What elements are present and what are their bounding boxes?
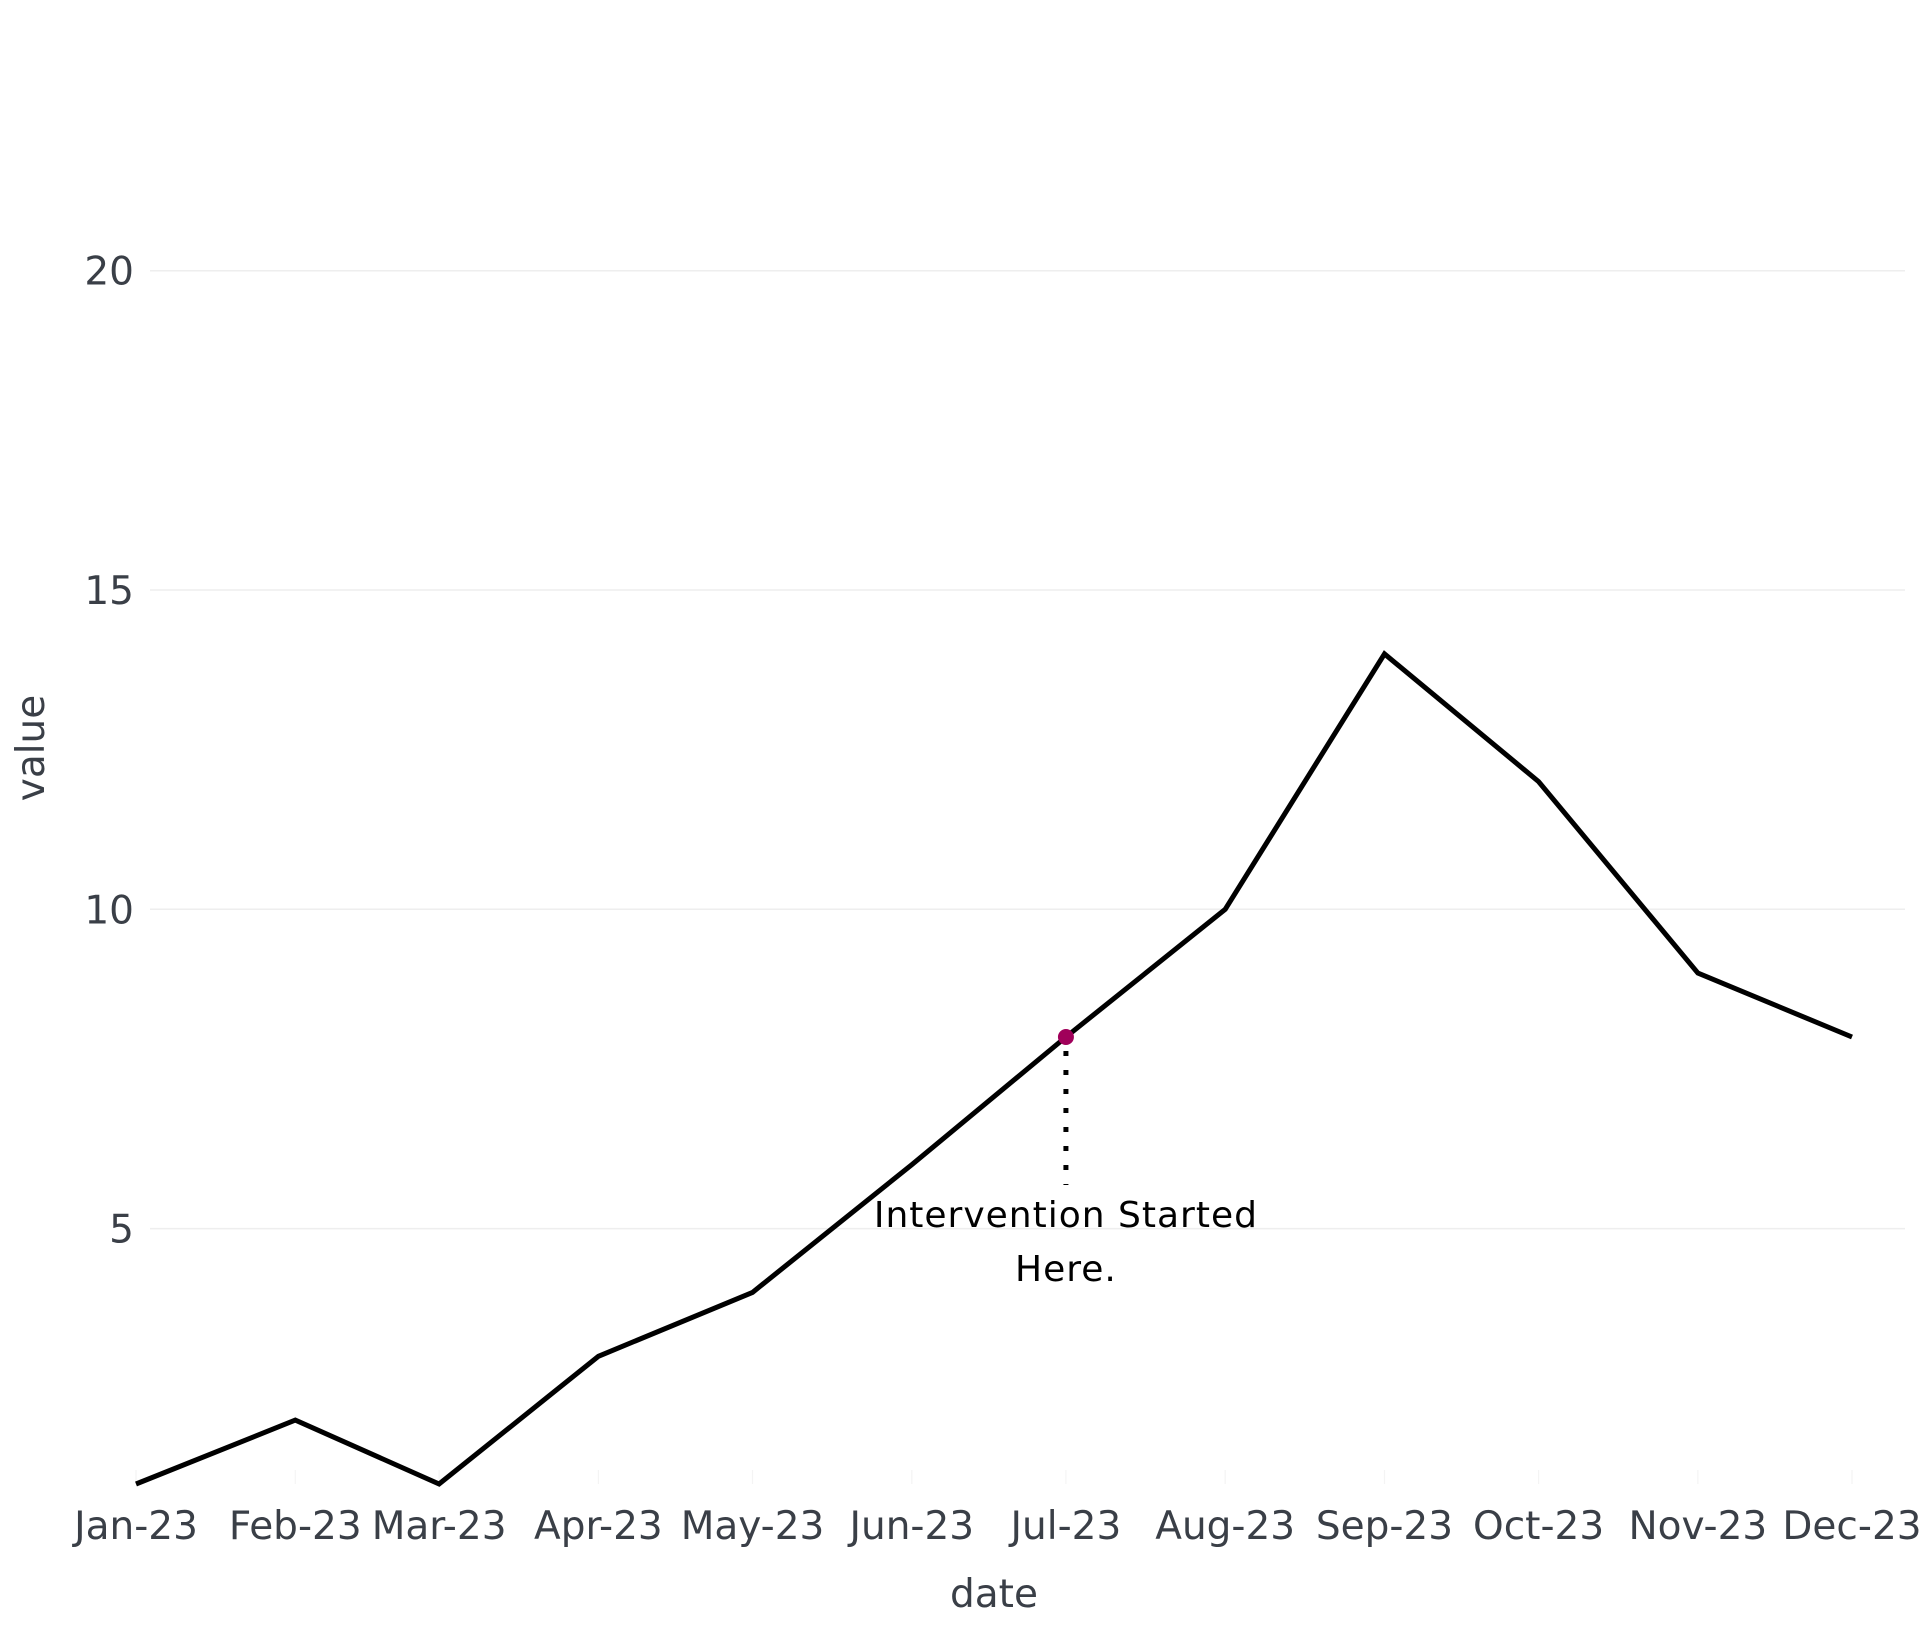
- x-tick-label: Feb-23: [229, 1504, 362, 1549]
- x-gridlines: [135, 1470, 1853, 1484]
- x-tick-label: Sep-23: [1316, 1504, 1453, 1549]
- x-tick-label: Jun-23: [846, 1504, 974, 1549]
- y-tick-label: 10: [84, 888, 134, 933]
- x-tick-label: Jul-23: [1008, 1504, 1122, 1549]
- x-tick-label: May-23: [681, 1504, 825, 1549]
- y-tick-label: 5: [109, 1208, 134, 1253]
- x-tick-label: Mar-23: [372, 1504, 507, 1549]
- x-axis-title: date: [950, 1572, 1038, 1617]
- y-tick-labels: 5 10 15 20: [84, 250, 134, 1253]
- y-gridlines: [150, 269, 1905, 1230]
- y-tick-label: 15: [84, 569, 134, 614]
- annotation-text-line-2: Here.: [1015, 1249, 1117, 1290]
- annotation-marker: [1057, 1029, 1074, 1045]
- x-tick-label: Dec-23: [1782, 1504, 1920, 1549]
- series-line: [135, 650, 1853, 1487]
- x-tick-labels: Jan-23 Feb-23 Mar-23 Apr-23 May-23 Jun-23 Jul-…: [71, 1504, 1920, 1549]
- annotation-text-line-1: Intervention Started: [874, 1195, 1258, 1236]
- x-tick-label: Jan-23: [71, 1504, 198, 1549]
- x-tick-label: Oct-23: [1473, 1504, 1604, 1549]
- x-tick-label: Aug-23: [1155, 1504, 1295, 1549]
- x-tick-label: Nov-23: [1628, 1504, 1767, 1549]
- y-axis-title: value: [9, 695, 54, 802]
- y-tick-label: 20: [84, 250, 134, 295]
- x-tick-label: Apr-23: [534, 1504, 663, 1549]
